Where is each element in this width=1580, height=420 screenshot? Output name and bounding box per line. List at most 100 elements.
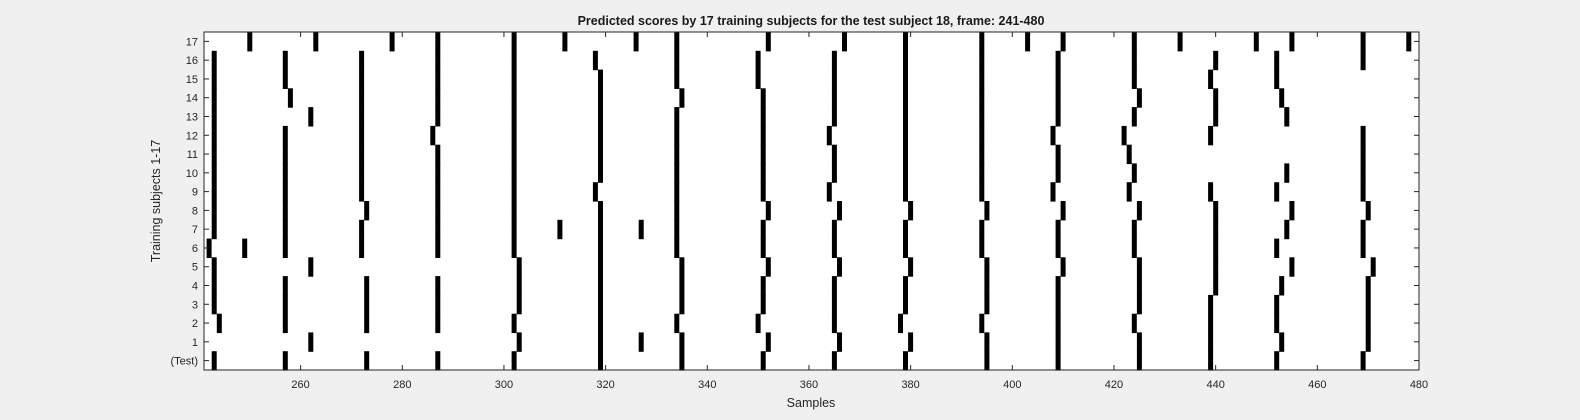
mark-row-0-9 bbox=[903, 351, 908, 371]
mark-row-1-1 bbox=[516, 332, 522, 352]
y-tick-label-16: 16 bbox=[186, 55, 198, 67]
mark-row-17-1 bbox=[313, 32, 319, 52]
mark-row-10-13 bbox=[1284, 163, 1290, 183]
mark-row-2-2 bbox=[364, 313, 370, 334]
mark-row-9-4 bbox=[511, 182, 517, 202]
mark-row-6-14 bbox=[1213, 238, 1219, 258]
mark-row-6-3 bbox=[359, 238, 365, 258]
mark-row-17-13 bbox=[1060, 32, 1066, 52]
mark-row-15-13 bbox=[1208, 69, 1214, 89]
mark-row-12-12 bbox=[1121, 125, 1127, 146]
mark-row-16-14 bbox=[1274, 50, 1280, 71]
mark-row-10-5 bbox=[598, 163, 603, 183]
y-axis-label: Training subjects 1-17 bbox=[149, 140, 163, 263]
mark-row-0-1 bbox=[282, 351, 288, 371]
mark-row-13-10 bbox=[979, 107, 985, 127]
mark-row-15-7 bbox=[755, 69, 761, 89]
x-tick-label-10: 460 bbox=[1308, 379, 1326, 391]
mark-row-17-11 bbox=[979, 32, 985, 52]
mark-row-4-12 bbox=[1136, 276, 1142, 296]
mark-row-8-2 bbox=[364, 201, 370, 221]
mark-row-17-19 bbox=[1406, 32, 1412, 52]
mark-row-5-13 bbox=[1370, 257, 1376, 277]
x-axis-label: Samples bbox=[787, 396, 836, 410]
y-tick-label-17: 17 bbox=[186, 36, 198, 48]
mark-row-3-1 bbox=[282, 294, 288, 315]
mark-row-10-8 bbox=[831, 163, 837, 183]
mark-row-6-16 bbox=[1360, 238, 1366, 258]
mark-row-2-7 bbox=[755, 313, 761, 334]
mark-row-10-1 bbox=[282, 163, 288, 183]
mark-row-14-0 bbox=[211, 88, 217, 108]
x-tick-label-2: 300 bbox=[495, 379, 513, 391]
mark-row-12-3 bbox=[430, 125, 436, 146]
mark-row-4-1 bbox=[282, 276, 288, 296]
mark-row-12-2 bbox=[359, 125, 365, 146]
mark-row-4-0 bbox=[211, 276, 217, 296]
y-tick-label-9: 9 bbox=[192, 187, 198, 199]
mark-row-13-9 bbox=[903, 107, 908, 127]
mark-row-9-1 bbox=[282, 182, 288, 202]
mark-row-3-2 bbox=[364, 294, 370, 315]
y-tick-label-10: 10 bbox=[186, 168, 198, 180]
mark-row-15-3 bbox=[435, 69, 441, 89]
mark-row-4-15 bbox=[1365, 276, 1371, 296]
mark-row-10-6 bbox=[674, 163, 680, 183]
mark-row-0-12 bbox=[1136, 351, 1142, 371]
mark-row-12-8 bbox=[826, 125, 832, 146]
mark-row-0-15 bbox=[1360, 351, 1366, 371]
mark-row-9-6 bbox=[674, 182, 680, 202]
mark-row-5-3 bbox=[598, 257, 603, 277]
mark-row-7-13 bbox=[1055, 219, 1061, 240]
mark-row-4-10 bbox=[984, 276, 990, 296]
mark-row-11-13 bbox=[1360, 144, 1366, 165]
mark-row-11-11 bbox=[1055, 144, 1061, 165]
mark-row-3-15 bbox=[1365, 294, 1371, 315]
mark-row-0-7 bbox=[760, 351, 766, 371]
mark-row-9-15 bbox=[1360, 182, 1366, 202]
mark-row-1-6 bbox=[837, 332, 842, 352]
mark-row-15-10 bbox=[979, 69, 985, 89]
mark-row-7-10 bbox=[831, 219, 837, 240]
mark-row-14-14 bbox=[1279, 88, 1285, 108]
mark-row-2-4 bbox=[511, 313, 517, 334]
mark-row-0-11 bbox=[1055, 351, 1061, 371]
mark-row-9-2 bbox=[359, 182, 365, 202]
mark-row-17-12 bbox=[1025, 32, 1031, 52]
mark-row-5-4 bbox=[679, 257, 685, 277]
mark-row-8-12 bbox=[1136, 201, 1142, 221]
mark-row-16-12 bbox=[1131, 50, 1137, 71]
x-tick-label-11: 480 bbox=[1410, 379, 1428, 391]
mark-row-7-5 bbox=[557, 219, 563, 240]
mark-row-15-14 bbox=[1274, 69, 1280, 89]
mark-row-0-5 bbox=[598, 351, 603, 371]
mark-row-3-4 bbox=[516, 294, 522, 315]
mark-row-9-9 bbox=[903, 182, 908, 202]
mark-row-11-7 bbox=[760, 144, 766, 165]
mark-row-8-11 bbox=[1060, 201, 1066, 221]
mark-row-6-9 bbox=[831, 238, 837, 258]
mark-row-7-0 bbox=[211, 219, 217, 240]
mark-row-3-9 bbox=[903, 294, 908, 315]
mark-row-0-8 bbox=[831, 351, 837, 371]
mark-row-2-15 bbox=[1365, 313, 1371, 334]
mark-row-7-8 bbox=[674, 219, 680, 240]
mark-row-5-2 bbox=[516, 257, 522, 277]
mark-row-17-2 bbox=[389, 32, 395, 52]
mark-row-17-3 bbox=[435, 32, 441, 52]
mark-row-15-2 bbox=[359, 69, 365, 89]
mark-row-16-10 bbox=[979, 50, 985, 71]
mark-row-7-6 bbox=[598, 219, 603, 240]
mark-row-3-7 bbox=[760, 294, 766, 315]
mark-row-13-3 bbox=[435, 107, 441, 127]
mark-row-8-5 bbox=[598, 201, 603, 221]
mark-row-16-2 bbox=[359, 50, 365, 71]
mark-row-11-2 bbox=[359, 144, 365, 165]
chart-title: Predicted scores by 17 training subjects… bbox=[578, 14, 1045, 28]
mark-row-4-8 bbox=[831, 276, 837, 296]
mark-row-2-5 bbox=[598, 313, 603, 334]
mark-row-5-8 bbox=[984, 257, 990, 277]
mark-row-12-1 bbox=[282, 125, 288, 146]
y-tick-label-1: 1 bbox=[192, 337, 198, 349]
mark-row-11-5 bbox=[598, 144, 603, 165]
